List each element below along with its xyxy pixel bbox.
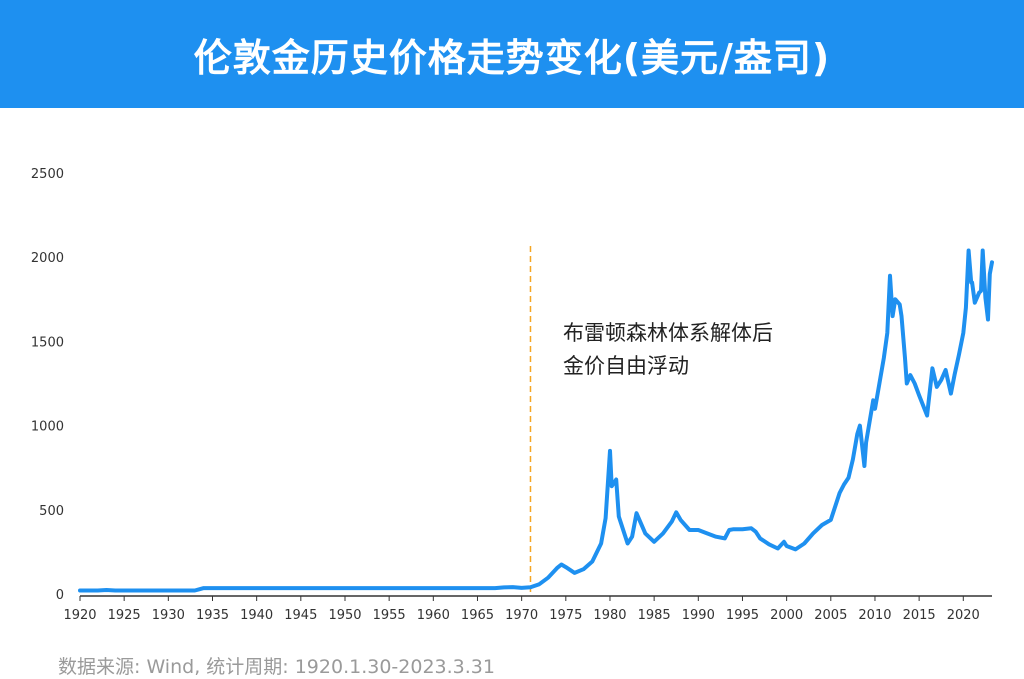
x-tick-label: 2005 <box>814 608 847 623</box>
x-tick-label: 1995 <box>726 608 759 623</box>
y-tick-label: 1500 <box>31 335 64 350</box>
x-tick-label: 1975 <box>549 608 582 623</box>
x-tick-label: 1955 <box>373 608 406 623</box>
data-source-note: 数据来源: Wind, 统计周期: 1920.1.30-2023.3.31 <box>58 656 495 678</box>
x-tick-label: 1940 <box>240 608 273 623</box>
annotation-text-line2: 金价自由浮动 <box>563 354 689 378</box>
x-tick-label: 1960 <box>417 608 450 623</box>
x-tick-label: 1920 <box>63 608 96 623</box>
x-tick-label: 2015 <box>903 608 936 623</box>
x-tick-label: 1990 <box>682 608 715 623</box>
x-axis: 1920 1925 1930 1935 1940 1945 1950 1955 1960 1965… <box>63 596 980 623</box>
y-tick-label: 2500 <box>31 167 64 182</box>
x-tick-label: 1970 <box>505 608 538 623</box>
x-tick-label: 1980 <box>593 608 626 623</box>
x-tick-label: 2000 <box>770 608 803 623</box>
x-tick-label: 1950 <box>328 608 361 623</box>
x-tick-label: 1985 <box>638 608 671 623</box>
y-tick-label: 0 <box>56 588 64 603</box>
x-tick-label: 1945 <box>284 608 317 623</box>
chart-title: 伦敦金历史价格走势变化(美元/盎司) <box>193 35 831 80</box>
y-tick-label: 2000 <box>31 251 64 266</box>
x-tick-label: 1965 <box>461 608 494 623</box>
title-banner: 伦敦金历史价格走势变化(美元/盎司) <box>0 0 1024 108</box>
y-tick-label: 1000 <box>31 420 64 435</box>
y-axis: 0 500 1000 1500 2000 2500 <box>31 167 64 603</box>
x-tick-label: 2010 <box>858 608 891 623</box>
x-tick-label: 1930 <box>152 608 185 623</box>
x-tick-label: 1935 <box>196 608 229 623</box>
x-tick-label: 2020 <box>947 608 980 623</box>
y-tick-label: 500 <box>39 504 64 519</box>
x-tick-label: 1925 <box>108 608 141 623</box>
chart-canvas: 0 500 1000 1500 2000 2500 1920 1925 1930 1935 194… <box>31 167 994 623</box>
annotation-text-line1: 布雷顿森林体系解体后 <box>563 321 773 345</box>
gold-price-line <box>78 248 994 593</box>
